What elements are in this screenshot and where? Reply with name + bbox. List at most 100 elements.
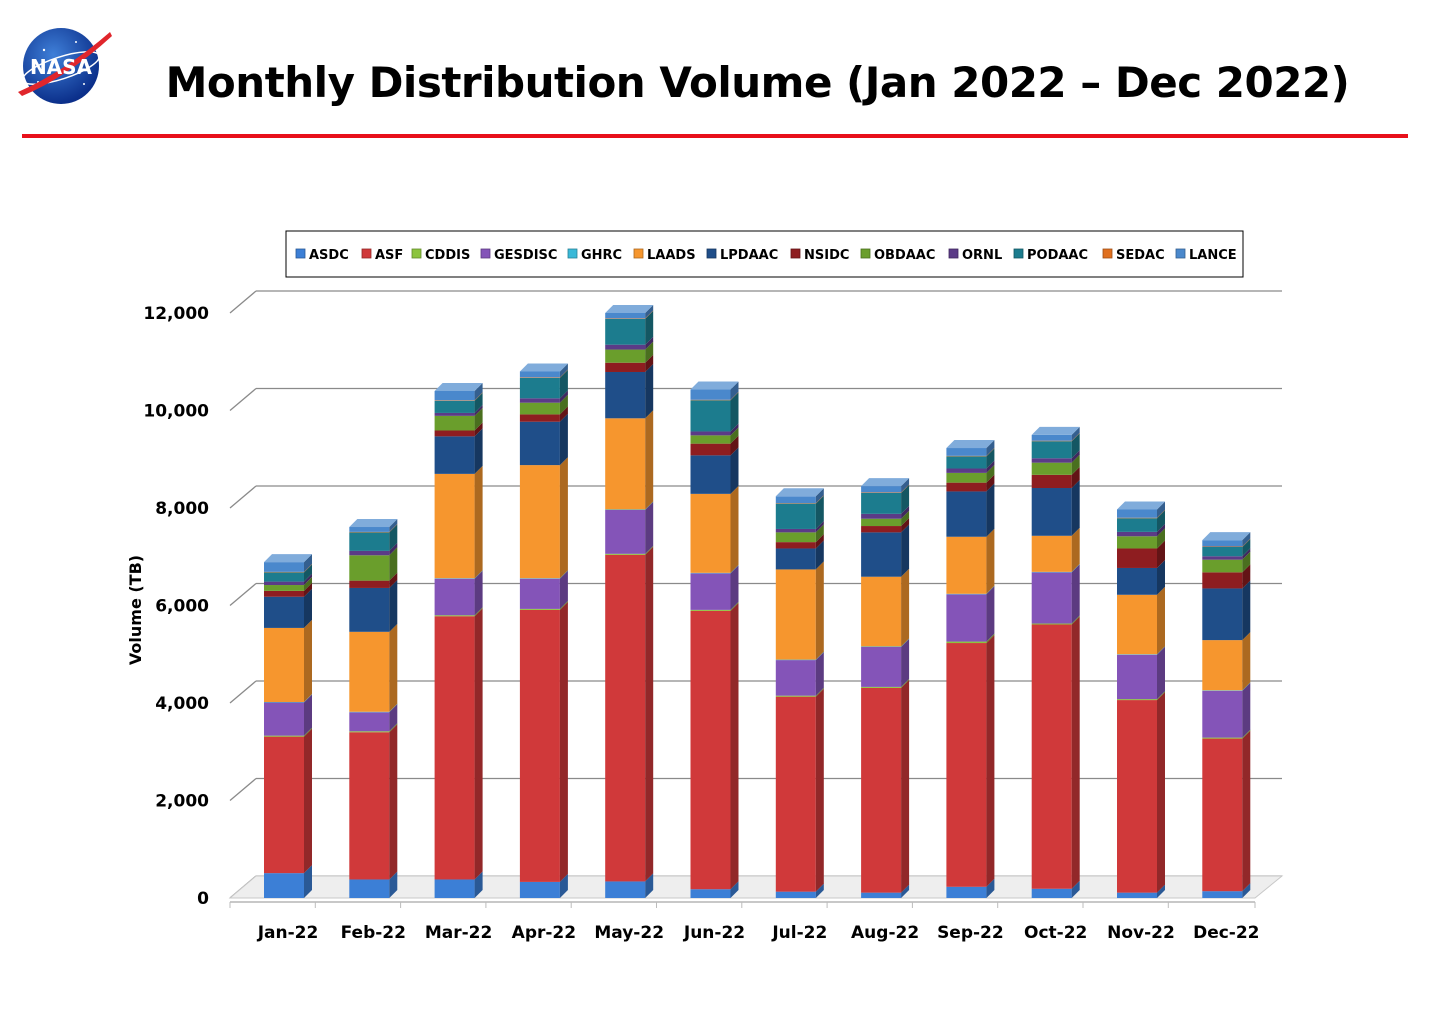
bar-segment-lpdaac	[1117, 567, 1157, 595]
bar-side-lance	[304, 554, 312, 572]
bar-side-nsidc	[474, 422, 483, 437]
bar-segment-asf	[605, 554, 646, 882]
bar-segment-lance	[264, 562, 304, 572]
bar-stack	[1031, 426, 1080, 898]
bar-segment-obdaac	[861, 518, 902, 527]
bar-stack	[605, 305, 654, 898]
bar-segment-gesdisc	[946, 594, 987, 642]
bar-segment-nsidc	[349, 580, 390, 588]
bar-side-asdc	[986, 878, 995, 898]
bar-top	[264, 554, 312, 563]
legend-swatch	[633, 248, 644, 259]
bar-segment-cddis	[690, 609, 731, 611]
bar-segment-ornl	[861, 513, 902, 519]
bar-side-asf	[986, 635, 995, 887]
bar-side-lpdaac	[1157, 559, 1165, 595]
bar-segment-lance	[434, 391, 475, 401]
bar-side-ornl	[730, 423, 739, 436]
bar-segment-laads	[1031, 535, 1072, 572]
bar-side-asf	[901, 679, 910, 893]
bar-top	[519, 363, 568, 372]
bar-side-ghrc	[730, 564, 739, 574]
bar-side-lance	[901, 478, 910, 493]
bar-side-nsidc	[389, 572, 398, 588]
bar-segment-ornl	[690, 431, 731, 436]
bar-side-nsidc	[815, 534, 824, 549]
bar-segment-obdaac	[1202, 559, 1243, 573]
bar-side-cddis	[986, 633, 995, 644]
legend-item: GESDISC	[480, 248, 557, 263]
bar-side-obdaac	[304, 577, 312, 591]
bar-stack	[349, 519, 398, 898]
bar-side-nsidc	[559, 406, 568, 422]
bar-side-sedac	[901, 484, 910, 493]
legend-item: ASF	[361, 248, 403, 263]
bar-side-cddis	[1071, 615, 1080, 625]
bar-side-asdc	[304, 865, 312, 898]
bar-segment-cddis	[1031, 623, 1072, 625]
bar-side-laads	[304, 619, 312, 703]
bar-side-obdaac	[645, 341, 654, 363]
bar-side-lance	[1242, 532, 1251, 547]
bar-side-cddis	[304, 727, 312, 737]
title-divider	[22, 134, 1408, 138]
bar-segment-nsidc	[519, 414, 560, 422]
bar-segment-asdc	[690, 889, 731, 898]
bar-side-sedac	[986, 447, 995, 457]
bar-side-lpdaac	[730, 447, 739, 494]
bar-segment-laads	[264, 627, 304, 703]
bar-segment-lpdaac	[605, 371, 646, 419]
bar-side-sedac	[559, 369, 568, 378]
x-tick-label: Sep-22	[937, 923, 1004, 943]
bar-segment-laads	[775, 569, 816, 660]
bar-side-cddis	[1242, 729, 1251, 739]
legend-label: GHRC	[581, 248, 622, 263]
bar-segment-laads	[605, 418, 646, 510]
bar-segment-nsidc	[1031, 474, 1072, 489]
bar-segment-ornl	[775, 528, 816, 533]
bar-segment-obdaac	[264, 585, 304, 591]
bar-side-obdaac	[1157, 528, 1165, 549]
bar-side-podaac	[1242, 539, 1251, 557]
bar-side-cddis	[559, 600, 568, 610]
bar-side-asdc	[1071, 880, 1080, 898]
bar-segment-obdaac	[519, 402, 560, 415]
bar-side-nsidc	[901, 518, 910, 533]
bar-side-obdaac	[815, 524, 824, 543]
bar-side-gesdisc	[986, 586, 995, 642]
bar-side-ornl	[901, 505, 910, 519]
bar-side-ornl	[559, 390, 568, 403]
legend-label: ASDC	[309, 248, 349, 263]
bar-segment-asf	[1202, 738, 1243, 892]
bar-top	[349, 519, 398, 528]
bar-side-lance	[815, 488, 824, 504]
bar-segment-obdaac	[690, 435, 731, 444]
bar-segment-asf	[349, 732, 390, 880]
bar-segment-nsidc	[775, 542, 816, 549]
bar-side-lpdaac	[1071, 480, 1080, 536]
y-tick-label: 2,000	[155, 792, 209, 812]
bar-top	[1117, 501, 1165, 510]
bar-side-nsidc	[645, 354, 654, 372]
bar-segment-podaac	[519, 377, 560, 399]
x-tick-label: Jan-22	[257, 923, 319, 943]
x-tick-label: Apr-22	[512, 923, 576, 943]
x-tick-label: Jul-22	[771, 923, 827, 943]
bar-segment-lpdaac	[434, 436, 475, 474]
x-tick-label: Jun-22	[683, 923, 745, 943]
bar-side-lpdaac	[645, 363, 654, 419]
bar-side-ghrc	[645, 501, 654, 510]
bar-side-asf	[559, 601, 568, 882]
bar-segment-nsidc	[861, 526, 902, 533]
bar-side-gesdisc	[389, 704, 398, 732]
bar-side-lance	[730, 381, 739, 400]
bar-side-ghrc	[559, 570, 568, 579]
bar-segment-lance	[349, 527, 390, 532]
bar-segment-lpdaac	[946, 491, 987, 537]
gridline-connector	[229, 388, 257, 411]
bar-segment-laads	[861, 576, 902, 647]
x-tick-label: Mar-22	[425, 923, 493, 943]
bar-side-sedac	[730, 391, 739, 401]
bar-side-ornl	[645, 336, 654, 350]
bar-segment-cddis	[1202, 737, 1243, 739]
